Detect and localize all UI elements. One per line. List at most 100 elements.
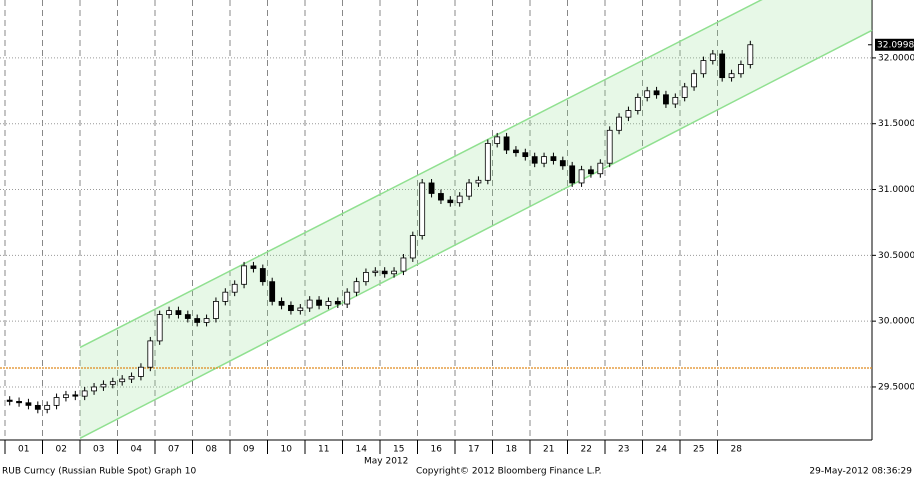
candle-body [184, 314, 191, 319]
candle-body [719, 53, 726, 79]
x-tick-label: 17 [468, 445, 479, 455]
candle-body [259, 268, 266, 283]
channel-lower [79, 29, 873, 439]
x-tick-label: 18 [506, 445, 518, 455]
candle-body [334, 301, 341, 305]
candle-body [709, 53, 716, 61]
x-tick-label: 02 [56, 445, 67, 455]
candle-body [597, 162, 604, 175]
x-tick-label: 03 [93, 445, 104, 455]
x-tick-label: 14 [356, 445, 368, 455]
candle-body [550, 156, 557, 161]
candle-body [700, 60, 707, 75]
candle-body [306, 299, 313, 309]
candle-body [400, 257, 407, 272]
x-tick-label: 09 [243, 445, 255, 455]
x-tick-label: 10 [281, 445, 293, 455]
y-tick-label: 31.0000 [878, 185, 914, 195]
candle-body [353, 281, 360, 293]
y-tick-label: 30.5000 [878, 251, 914, 261]
candle-body [53, 397, 60, 406]
candle-body [166, 310, 172, 315]
x-tick-label: 04 [131, 445, 143, 455]
candle-body [119, 378, 126, 383]
candle-body [691, 73, 697, 88]
x-tick-label: 01 [18, 445, 29, 455]
candle-body [522, 152, 529, 158]
footer-left: RUB Curncy (Russian Ruble Spot) Graph 10 [2, 467, 196, 477]
candle-body [44, 404, 51, 410]
x-tick-label: 07 [168, 445, 179, 455]
candle-body [438, 193, 444, 201]
x-tick-label: 08 [206, 445, 218, 455]
candle-body [531, 156, 538, 164]
x-tick-label: 16 [431, 445, 443, 455]
last-price-box [875, 38, 914, 51]
candle-body [447, 199, 454, 204]
candle-body [559, 160, 566, 167]
candle-body [175, 310, 182, 315]
candle-body [475, 179, 482, 184]
candle-body [156, 314, 163, 342]
x-tick-label: 22 [581, 445, 592, 455]
candle-body [625, 110, 632, 118]
candle-body [634, 96, 641, 111]
candle-body [419, 182, 426, 236]
candle-body [81, 390, 88, 397]
candle-body [203, 318, 210, 323]
candle-body [109, 381, 116, 385]
candle-body [138, 366, 144, 377]
candle-body [409, 235, 416, 259]
candle-body [269, 281, 276, 302]
candle-body [91, 386, 97, 392]
candle-body [194, 318, 201, 323]
y-tick-label: 29.5000 [878, 382, 914, 392]
candle-body [541, 156, 547, 164]
candle-body [363, 272, 369, 283]
candle-body [391, 270, 397, 275]
candle-body [100, 383, 107, 388]
candle-body [72, 394, 79, 397]
candle-body [316, 299, 322, 306]
channel-upper [79, 0, 763, 349]
candle-body [250, 265, 257, 269]
candle-body [644, 90, 651, 98]
x-tick-label: 25 [693, 445, 704, 455]
candle-body [325, 301, 332, 306]
x-tick-label: 24 [656, 445, 668, 455]
candle-body [128, 376, 135, 380]
candle-body [513, 149, 519, 154]
candle-body [222, 291, 229, 302]
x-tick-label: 15 [393, 445, 404, 455]
y-tick-label: 32.0000 [878, 53, 914, 63]
x-tick-label: 11 [318, 445, 329, 455]
x-axis-label: May 2012 [364, 457, 408, 467]
candle-body [278, 301, 285, 306]
candle-body [606, 129, 613, 164]
candle-body [241, 265, 247, 285]
candle-body [616, 116, 622, 131]
candle-body [663, 94, 669, 105]
candle-body [494, 136, 501, 144]
x-tick-label: 21 [543, 445, 554, 455]
candle-body [653, 90, 660, 96]
candle-body [25, 402, 32, 406]
y-tick-label: 30.0000 [878, 317, 914, 327]
candle-body [588, 169, 594, 175]
candle-body [372, 270, 379, 273]
candle-body [672, 96, 679, 105]
candle-body [428, 182, 435, 194]
candle-body [681, 86, 688, 98]
last-price-label: 32.0998 [877, 40, 914, 50]
candle-body [569, 165, 576, 184]
candle-body [213, 301, 219, 319]
candle-body [288, 304, 294, 312]
candle-body [6, 399, 13, 402]
channel-band [80, 0, 872, 439]
y-tick-label: 31.5000 [878, 119, 914, 129]
candle-body [503, 136, 510, 151]
footer-center: Copyright© 2012 Bloomberg Finance L.P. [416, 467, 601, 477]
candle-body [466, 182, 472, 197]
footer-right: 29-May-2012 08:36:29 [809, 467, 912, 477]
